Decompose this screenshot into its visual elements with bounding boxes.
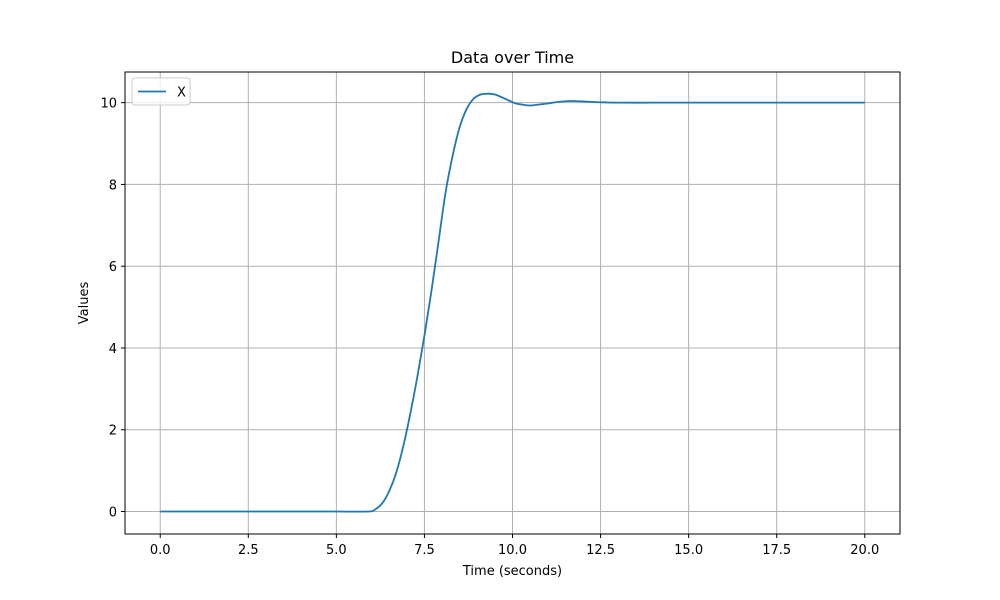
y-tick-label: 8 [109,178,117,193]
x-tick-label: 7.5 [414,543,435,558]
chart-title: Data over Time [451,48,574,67]
x-tick-label: 17.5 [762,543,791,558]
x-tick-label: 20.0 [850,543,879,558]
y-tick-label: 10 [100,97,117,112]
y-tick-label: 4 [109,342,117,357]
x-tick-label: 12.5 [586,543,615,558]
y-tick-label: 0 [109,506,117,521]
x-tick-label: 0.0 [150,543,171,558]
x-tick-label: 5.0 [326,543,347,558]
y-ticks: 0 2 4 6 8 10 [100,97,125,521]
x-ticks: 0.0 2.5 5.0 7.5 10.0 12.5 15.0 17.5 20.0 [150,534,879,558]
x-tick-label: 15.0 [674,543,703,558]
legend-label: X [177,86,186,101]
series-line-X [160,92,865,513]
x-axis-label: Time (seconds) [462,564,562,579]
y-axis-label: Values [77,282,92,325]
x-tick-label: 2.5 [238,543,259,558]
legend: X [131,77,191,106]
x-tick-label: 10.0 [498,543,527,558]
series-layer [160,92,865,513]
y-tick-label: 2 [109,424,117,439]
y-tick-label: 6 [109,260,117,275]
